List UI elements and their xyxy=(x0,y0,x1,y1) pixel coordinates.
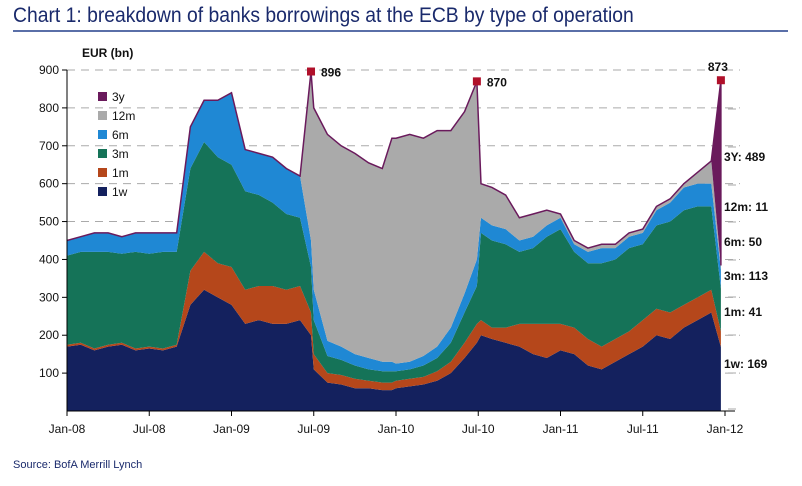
legend-label-1w: 1w xyxy=(112,185,128,199)
y-axis-label: EUR (bn) xyxy=(82,46,133,60)
y-tick-label: 500 xyxy=(39,215,59,229)
chart-title: Chart 1: breakdown of banks borrowings a… xyxy=(13,4,634,27)
end-label-6m: 6m: 50 xyxy=(724,235,762,249)
x-tick-label: Jan-10 xyxy=(378,422,415,436)
x-tick-label: Jan-12 xyxy=(707,422,744,436)
y-tick-label: 100 xyxy=(39,366,59,380)
y-tick-label: 300 xyxy=(39,290,59,304)
legend-label-3y: 3y xyxy=(112,90,125,104)
legend-swatch-1w xyxy=(98,187,107,196)
peak-label: 870 xyxy=(487,75,507,89)
y-tick-label: 700 xyxy=(39,139,59,153)
y-tick-label: 200 xyxy=(39,328,59,342)
end-label-12m: 12m: 11 xyxy=(724,200,768,214)
area-6m xyxy=(67,92,721,372)
x-tick-label: Jul-08 xyxy=(133,422,166,436)
x-tick-label: Jan-11 xyxy=(543,422,579,436)
area-1w xyxy=(67,289,721,411)
peak-marker xyxy=(716,76,725,85)
y-tick-label: 400 xyxy=(39,252,59,266)
title-underline xyxy=(13,30,788,32)
x-tick-label: Jul-11 xyxy=(627,422,659,436)
legend-label-12m: 12m xyxy=(112,109,135,123)
end-label-3y: 3Y: 489 xyxy=(724,150,765,164)
end-label-1w: 1w: 169 xyxy=(724,357,768,371)
end-label-1m: 1m: 41 xyxy=(724,305,762,319)
x-tick-label: Jul-10 xyxy=(462,422,495,436)
area-12m xyxy=(67,71,721,364)
legend-label-1m: 1m xyxy=(112,166,129,180)
y-tick-label: 900 xyxy=(39,63,59,77)
x-tick-label: Jul-09 xyxy=(297,422,330,436)
peak-marker xyxy=(472,77,481,86)
x-tick-label: Jan-08 xyxy=(49,422,86,436)
peak-label: 896 xyxy=(321,66,341,80)
legend-swatch-1m xyxy=(98,168,107,177)
total-line xyxy=(66,71,722,266)
y-tick-label: 600 xyxy=(39,177,59,191)
legend-swatch-3m xyxy=(98,149,107,158)
legend-label-3m: 3m xyxy=(112,147,129,161)
end-label-3m: 3m: 113 xyxy=(724,269,768,283)
y-tick-label: 800 xyxy=(39,101,59,115)
legend-label-6m: 6m xyxy=(112,128,129,142)
peak-marker xyxy=(307,67,316,76)
peak-label: 873 xyxy=(708,60,728,74)
legend-swatch-12m xyxy=(98,111,107,120)
area-1m xyxy=(67,251,721,391)
source-note: Source: BofA Merrill Lynch xyxy=(13,459,143,471)
area-3m xyxy=(67,141,721,383)
x-tick-label: Jan-09 xyxy=(213,422,250,436)
legend-swatch-3y xyxy=(98,92,107,101)
legend-swatch-6m xyxy=(98,130,107,139)
